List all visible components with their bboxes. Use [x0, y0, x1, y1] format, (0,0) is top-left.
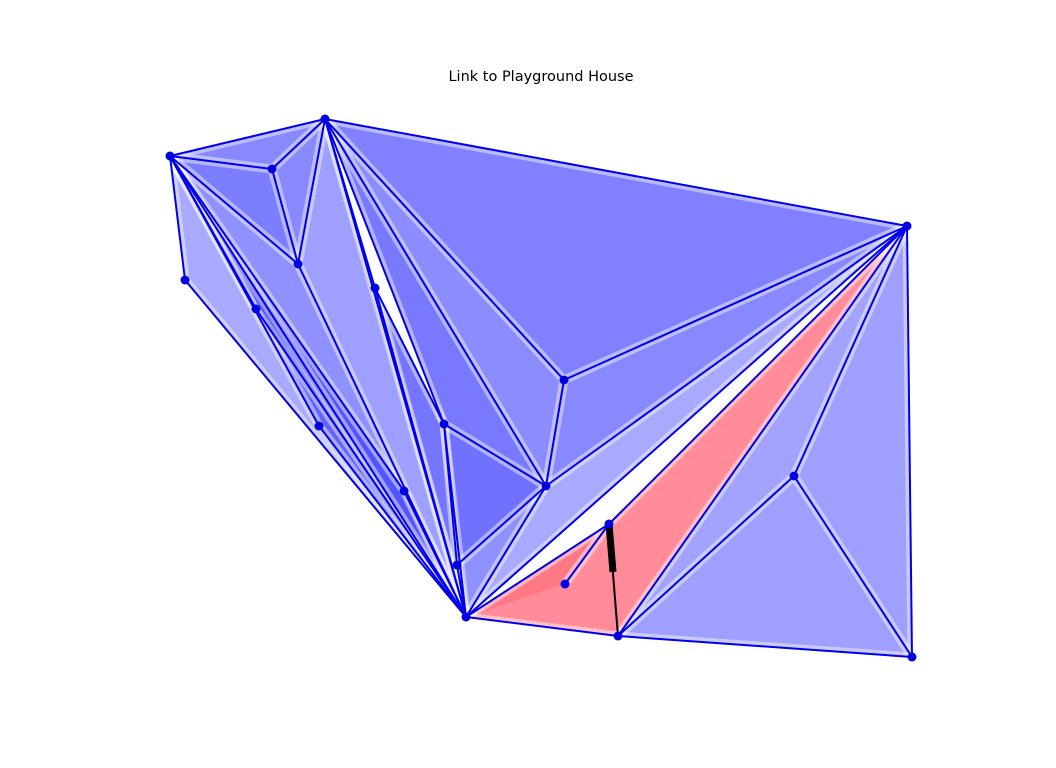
highlight-face-rce [609, 226, 907, 636]
edge-bq [324, 118, 565, 381]
edge-hi [271, 168, 299, 265]
vertex-o [452, 560, 462, 570]
edge-ak [169, 155, 320, 427]
edge-bi [297, 118, 326, 265]
face-cdt [794, 226, 912, 657]
vertex-d [907, 652, 917, 662]
edge-ec [617, 225, 908, 637]
edge-pc [545, 225, 908, 487]
edge-cd [906, 225, 913, 658]
vertex-e [613, 631, 623, 641]
edge-rs [564, 523, 610, 585]
vertex-a [165, 151, 175, 161]
vertex-h [267, 164, 277, 174]
edge-td [793, 475, 913, 658]
vertex-f [461, 612, 471, 622]
face-tde [618, 476, 912, 657]
vertex-k [314, 421, 324, 431]
edge-bm [324, 118, 376, 289]
edge-fp [465, 485, 547, 618]
edge-qp [545, 379, 565, 487]
edge-lf [403, 490, 467, 618]
link-marker [605, 523, 617, 573]
edge-qc [563, 225, 908, 381]
vertex-i [293, 259, 303, 269]
vertex-p [541, 481, 551, 491]
edge-bc [324, 118, 908, 227]
face-abh [170, 119, 325, 169]
edge-fr [465, 523, 610, 618]
link-segment [605, 523, 619, 637]
vertex-s [560, 579, 570, 589]
vertex-m [370, 283, 380, 293]
edge-hb [271, 118, 326, 170]
edge-kf [318, 425, 467, 618]
vertex-n [439, 419, 449, 429]
edge-mf [374, 287, 467, 618]
edge-et [617, 475, 795, 637]
edge-op [456, 485, 547, 566]
face-bif [298, 119, 466, 617]
edge-bp [324, 118, 547, 487]
edge-ef [465, 616, 619, 637]
edge-bn [324, 118, 445, 425]
face-bhi [272, 119, 325, 264]
edge-rc [608, 225, 908, 525]
face-npo [444, 424, 546, 565]
mesh-edges [169, 118, 913, 658]
edge-fc [465, 225, 908, 618]
edge-np [443, 423, 547, 487]
edge-de [617, 635, 913, 658]
mesh-vertices [165, 114, 917, 662]
face-bcq [325, 119, 907, 380]
diagram-title: Link to Playground House [448, 69, 634, 85]
vertex-j [251, 304, 261, 314]
vertex-l [399, 486, 409, 496]
vertex-c [902, 221, 912, 231]
edge-ai [169, 155, 299, 265]
edge-ab [169, 118, 326, 157]
edge-of [456, 564, 467, 618]
highlight-face-fre [466, 524, 618, 636]
vertex-g [180, 275, 190, 285]
edge-no [443, 423, 458, 566]
edge-tc [793, 225, 908, 477]
vertex-b [320, 114, 330, 124]
face-opf [457, 486, 546, 617]
edge-mn [374, 287, 445, 425]
edge-al [169, 155, 405, 492]
vertex-t [789, 471, 799, 481]
edge-ga [169, 155, 186, 281]
edge-ah [169, 155, 273, 170]
vertex-r [604, 519, 614, 529]
edge-fg [184, 279, 467, 618]
face-bqp [325, 119, 564, 486]
edge-af [169, 155, 467, 618]
edge-jf [255, 308, 467, 618]
vertex-q [559, 375, 569, 385]
